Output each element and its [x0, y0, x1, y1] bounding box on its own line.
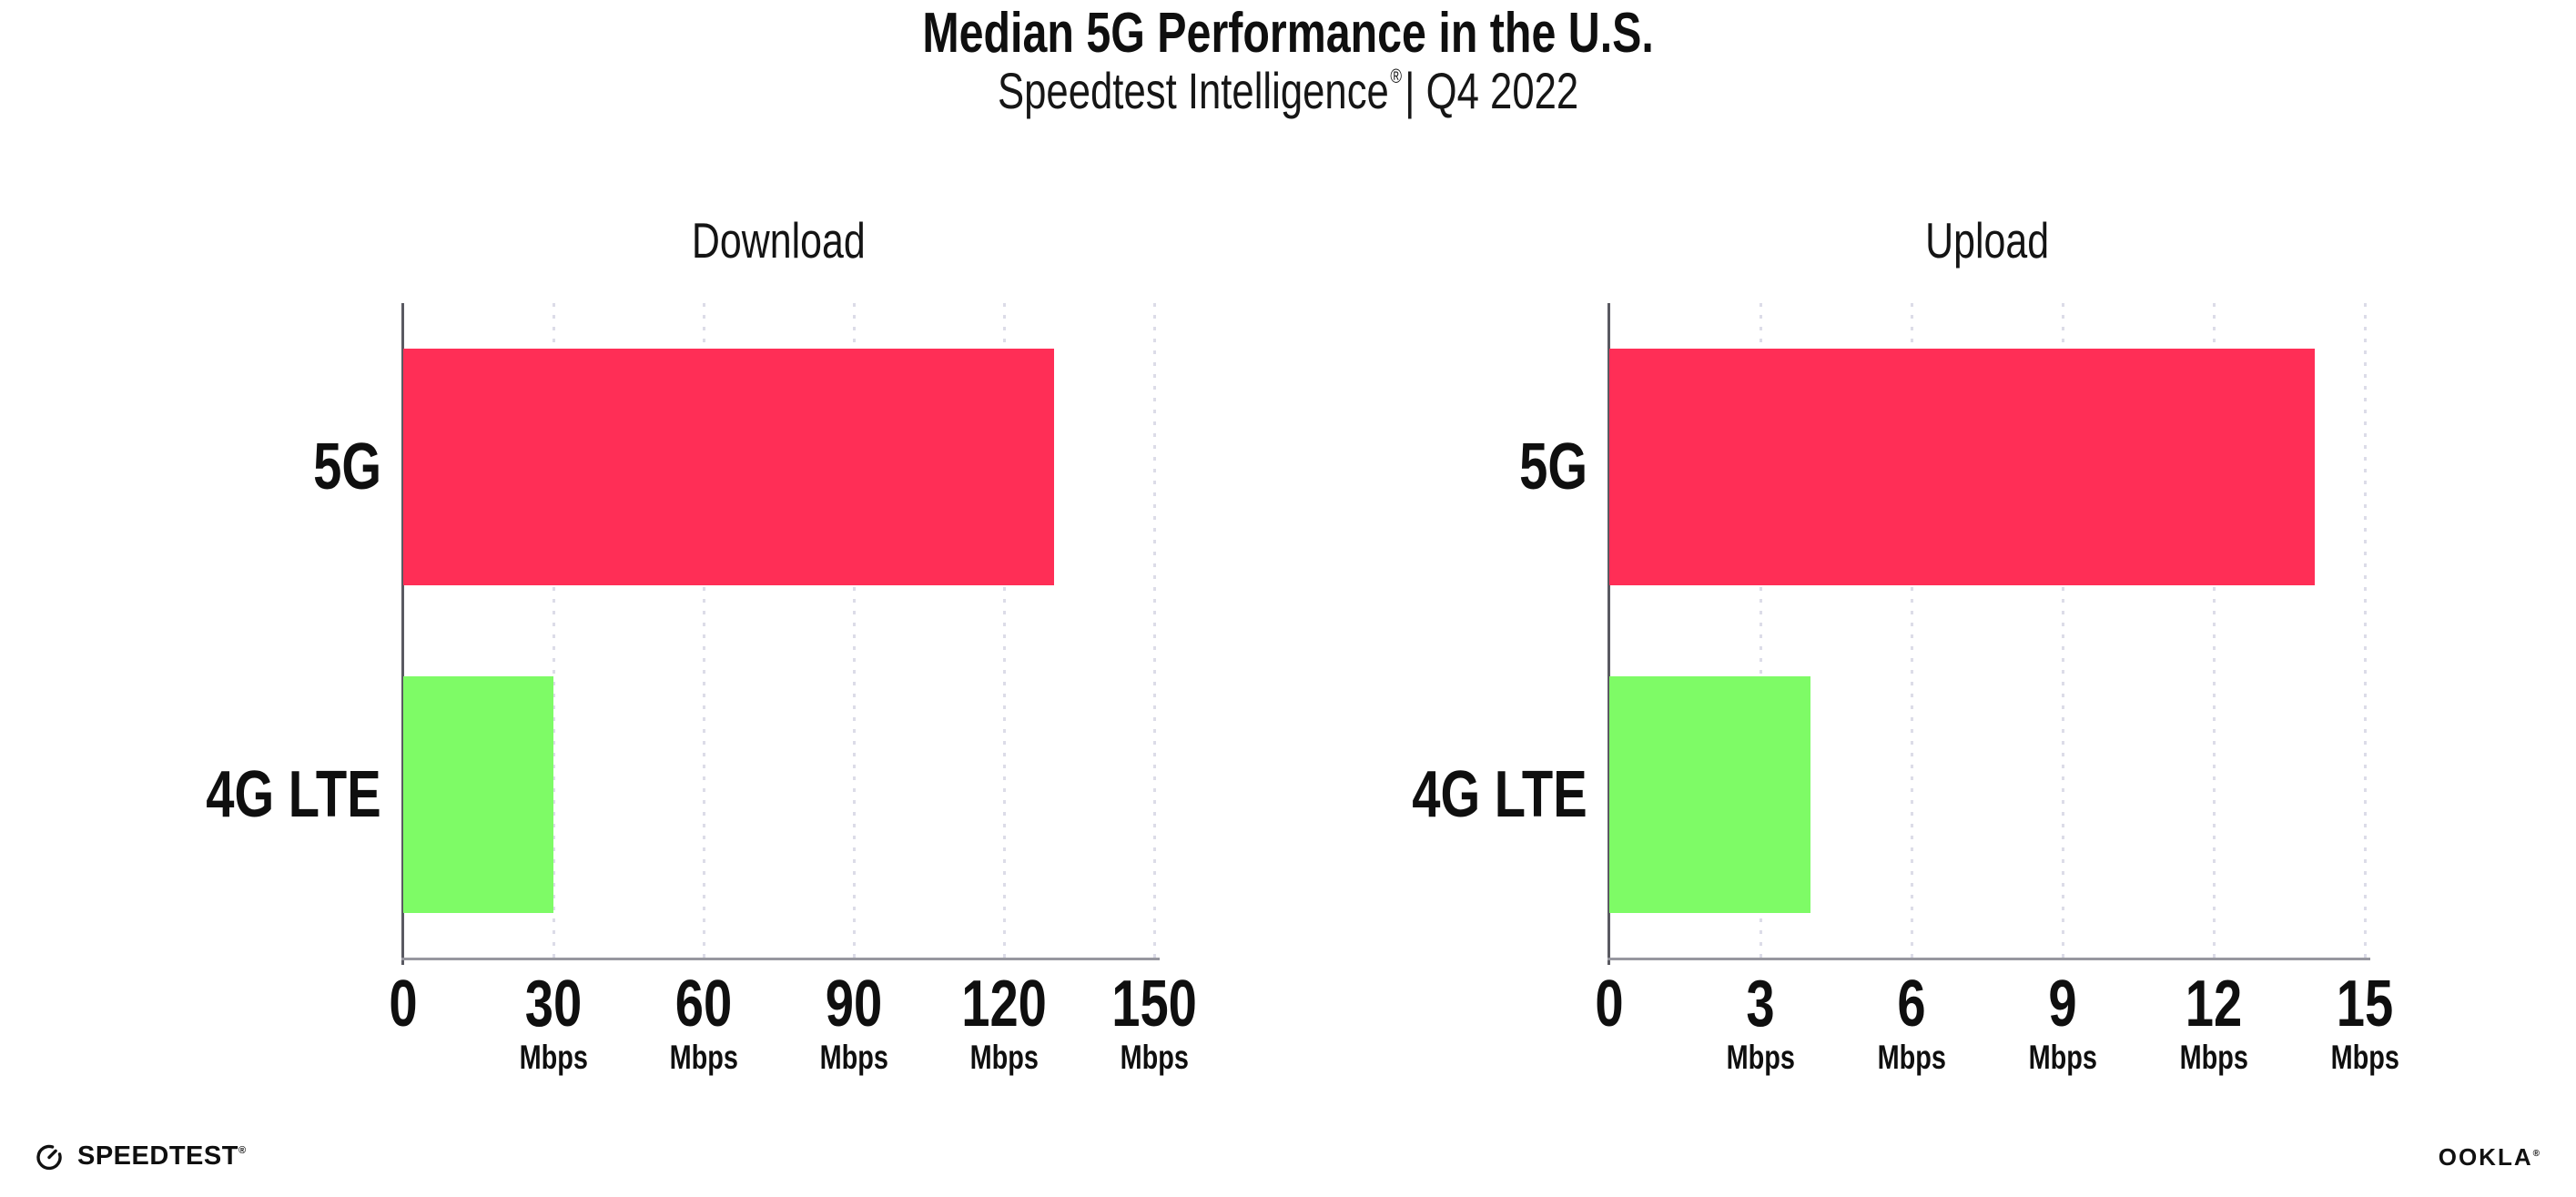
x-tick-value: 12 — [2185, 968, 2243, 1040]
upload-chart: Upload 0 3 Mbps 6 Mbps 9 Mbps 12 Mbps 15 Mbps 5G 4G … — [1413, 216, 2399, 1075]
gridline-150 — [1153, 303, 1156, 959]
x-tick-30: 30 Mbps — [426, 968, 681, 1077]
x-tick-9: 9 Mbps — [1935, 968, 2190, 1077]
x-tick-unit: Mbps — [1726, 1039, 1795, 1077]
x-tick-value: 60 — [674, 968, 733, 1040]
x-tick-3: 3 Mbps — [1633, 968, 1888, 1077]
speedtest-gauge-icon — [33, 1140, 66, 1172]
x-tick-value: 150 — [1111, 968, 1197, 1040]
upload-chart-title-text: Upload — [1925, 212, 2049, 269]
gridline-90 — [853, 303, 856, 959]
gridline-60 — [703, 303, 705, 959]
category-label-4g-lte: 4G LTE — [1412, 758, 1587, 831]
x-tick-15: 15 Mbps — [2237, 968, 2492, 1077]
category-label-4g-lte: 4G LTE — [206, 758, 381, 831]
upload-y-axis-line — [1607, 303, 1610, 965]
x-tick-value: 0 — [389, 968, 418, 1040]
x-tick-unit: Mbps — [2179, 1039, 2248, 1077]
registered-mark: ® — [1390, 65, 1402, 87]
x-tick-150: 150 Mbps — [1027, 968, 1282, 1077]
download-chart: Download 0 30 Mbps 60 Mbps 90 Mbps 120 Mbps 150 Mb… — [207, 216, 1197, 1075]
category-label-5g: 5G — [1519, 431, 1587, 503]
speedtest-trademark: ® — [238, 1144, 247, 1156]
speedtest-label: SPEEDTEST — [77, 1141, 238, 1171]
x-tick-unit: Mbps — [1877, 1039, 1946, 1077]
page-title: Median 5G Performance in the U.S. — [0, 5, 2576, 62]
x-tick-90: 90 Mbps — [726, 968, 981, 1077]
bar-5g — [1609, 349, 2315, 585]
x-tick-value: 0 — [1595, 968, 1624, 1040]
x-tick-unit: Mbps — [1120, 1039, 1189, 1077]
gridline-30 — [553, 303, 555, 959]
x-tick-value: 15 — [2336, 968, 2394, 1040]
gridline-12 — [2213, 303, 2216, 959]
upload-chart-title: Upload — [1609, 216, 2365, 266]
page-title-text: Median 5G Performance in the U.S. — [922, 2, 1654, 65]
x-tick-6: 6 Mbps — [1784, 968, 2039, 1077]
x-tick-0: 0 — [1482, 968, 1737, 1040]
x-tick-unit: Mbps — [2028, 1039, 2097, 1077]
ookla-label: OOKLA — [2438, 1143, 2533, 1171]
gridline-3 — [1760, 303, 1762, 959]
x-tick-unit: Mbps — [2330, 1039, 2399, 1077]
ookla-trademark: ® — [2532, 1149, 2540, 1159]
gridline-120 — [1003, 303, 1006, 959]
x-tick-60: 60 Mbps — [576, 968, 831, 1077]
page-subtitle-text: Speedtest Intelligence®| Q4 2022 — [998, 66, 1578, 117]
x-tick-unit: Mbps — [669, 1039, 738, 1077]
download-chart-title: Download — [403, 216, 1154, 266]
x-tick-value: 90 — [825, 968, 883, 1040]
x-tick-value: 120 — [961, 968, 1047, 1040]
x-tick-0: 0 — [276, 968, 531, 1040]
upload-plot-area: 0 3 Mbps 6 Mbps 9 Mbps 12 Mbps 15 Mbps 5G 4G LTE — [1413, 303, 2399, 1074]
gridline-15 — [2364, 303, 2367, 959]
x-tick-unit: Mbps — [519, 1039, 588, 1077]
upload-x-axis-line — [1607, 958, 2370, 960]
page-subtitle: Speedtest Intelligence®| Q4 2022 — [0, 66, 2576, 117]
bar-5g — [403, 349, 1054, 585]
speedtest-logo: SPEEDTEST® — [33, 1140, 246, 1172]
bar-4g-lte — [1609, 676, 1811, 913]
download-y-axis-line — [401, 303, 404, 965]
download-plot-area: 0 30 Mbps 60 Mbps 90 Mbps 120 Mbps 150 Mbps 5G 4G LT… — [207, 303, 1197, 1074]
x-tick-unit: Mbps — [969, 1039, 1039, 1077]
x-tick-value: 9 — [2048, 968, 2077, 1040]
subtitle-period: | Q4 2022 — [1405, 62, 1579, 119]
download-x-axis-line — [401, 958, 1160, 960]
x-tick-value: 30 — [524, 968, 583, 1040]
gridline-9 — [2062, 303, 2064, 959]
x-tick-value: 3 — [1746, 968, 1775, 1040]
x-tick-120: 120 Mbps — [877, 968, 1131, 1077]
speedtest-wordmark: SPEEDTEST® — [77, 1141, 247, 1171]
gridline-6 — [1911, 303, 1913, 959]
x-tick-unit: Mbps — [819, 1039, 888, 1077]
ookla-logo: OOKLA® — [2439, 1145, 2540, 1169]
x-tick-value: 6 — [1897, 968, 1926, 1040]
download-chart-title-text: Download — [692, 212, 866, 269]
category-label-5g: 5G — [313, 431, 381, 503]
x-tick-12: 12 Mbps — [2086, 968, 2341, 1077]
bar-4g-lte — [403, 676, 553, 913]
subtitle-brand: Speedtest Intelligence — [997, 62, 1389, 119]
